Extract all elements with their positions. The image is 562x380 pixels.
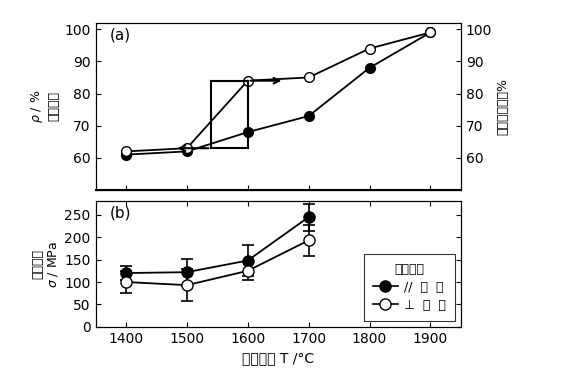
Y-axis label: 抗折强度
$\sigma$ / MPa: 抗折强度 $\sigma$ / MPa (31, 241, 60, 288)
Y-axis label: $\rho$ / %
相对密度: $\rho$ / % 相对密度 (29, 90, 60, 123)
X-axis label: 烧结温度 T /°C: 烧结温度 T /°C (242, 351, 314, 365)
Legend: //  热  压, ⊥  热  压: // 热 压, ⊥ 热 压 (364, 254, 455, 321)
Y-axis label: 比表面积减小%: 比表面积减小% (496, 78, 509, 135)
Text: (b): (b) (110, 205, 132, 220)
Text: (a): (a) (110, 28, 132, 43)
